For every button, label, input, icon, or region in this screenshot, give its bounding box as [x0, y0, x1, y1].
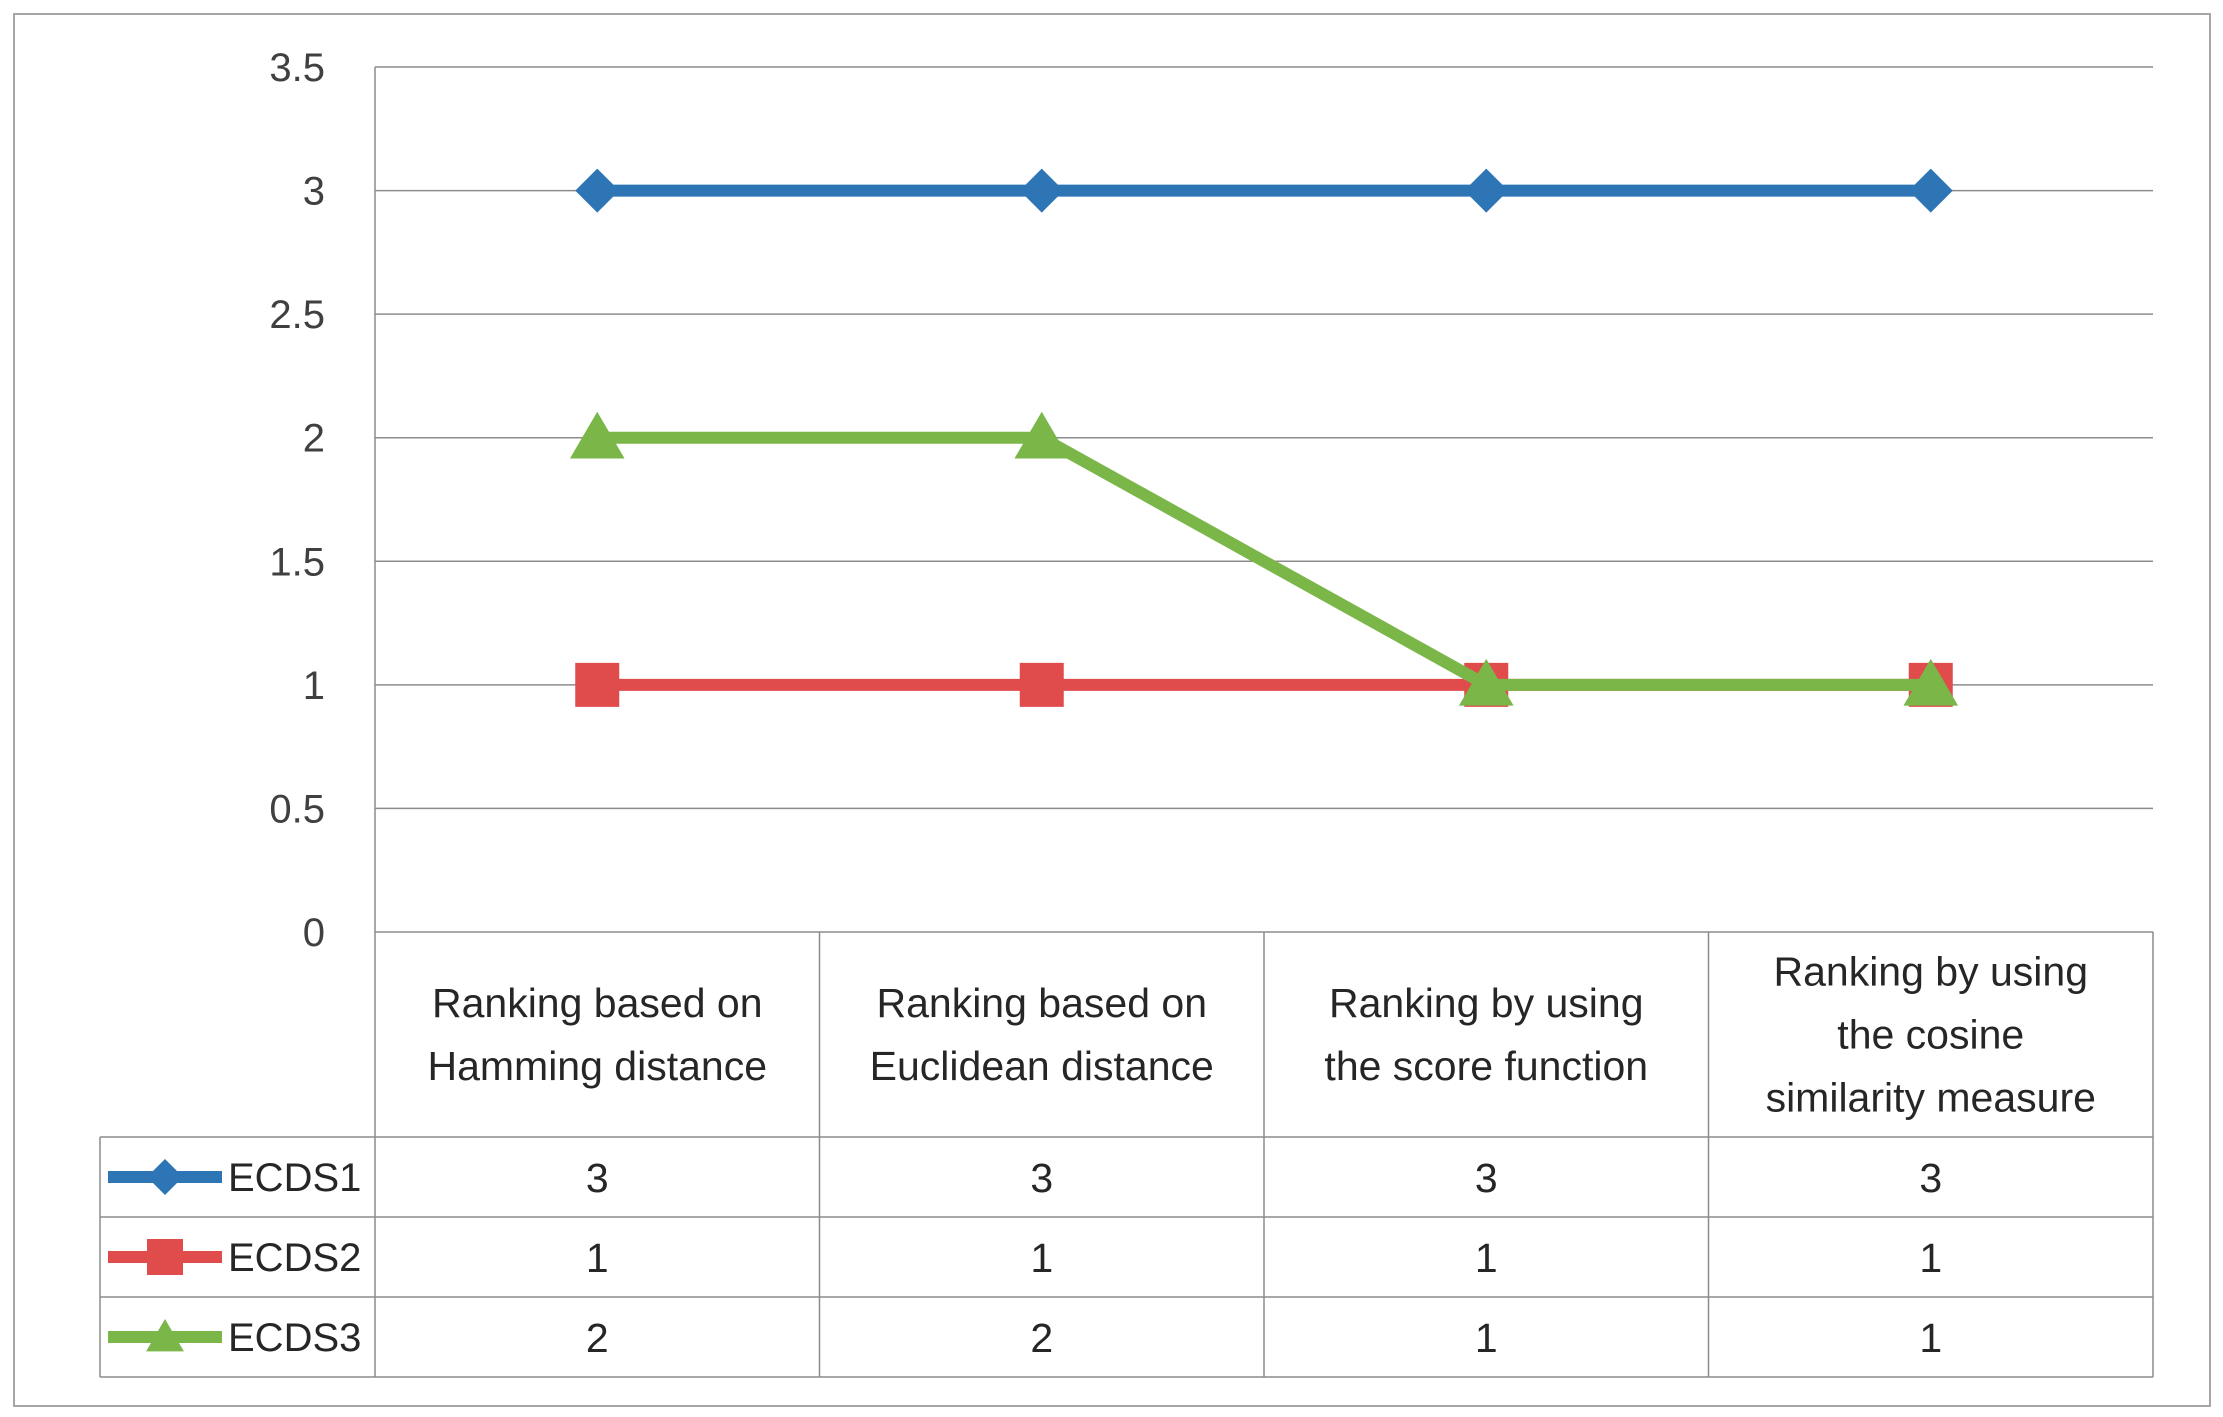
category-label: Ranking by using	[1329, 980, 1644, 1026]
diamond-marker	[147, 1159, 183, 1195]
table-cell-value: 1	[1919, 1235, 1942, 1281]
diamond-marker	[575, 168, 620, 213]
table-cell-value: 2	[1030, 1315, 1053, 1361]
diamond-marker	[1908, 168, 1953, 213]
triangle-marker	[146, 1319, 184, 1352]
diamond-marker	[1464, 168, 1509, 213]
category-label: Hamming distance	[427, 1043, 767, 1089]
y-tick-label: 1.5	[269, 540, 325, 584]
legend-label: ECDS2	[228, 1236, 361, 1280]
table-cell-value: 3	[1030, 1155, 1053, 1201]
table-cell-value: 1	[1919, 1315, 1942, 1361]
table-cell-value: 1	[1475, 1235, 1498, 1281]
category-label: the score function	[1324, 1043, 1648, 1089]
square-marker	[1019, 662, 1064, 707]
y-tick-label: 3.5	[269, 46, 325, 90]
table-cell-value: 3	[1475, 1155, 1498, 1201]
y-tick-label: 0	[303, 911, 325, 955]
category-label: the cosine	[1837, 1012, 2024, 1058]
y-axis: 0 0.5 1 1.5 2 2.5 3 3.5	[269, 46, 376, 955]
triangle-marker	[1458, 658, 1514, 706]
table-cell-value: 3	[586, 1155, 609, 1201]
y-tick-label: 3	[303, 170, 325, 214]
diamond-marker	[1019, 168, 1064, 213]
chart-border	[13, 13, 2211, 1407]
triangle-marker	[1903, 658, 1959, 706]
legend-label: ECDS3	[228, 1316, 361, 1360]
category-label: Ranking by using	[1773, 949, 2088, 995]
table-cell-value: 2	[586, 1315, 609, 1361]
square-marker	[575, 662, 620, 707]
y-tick-label: 1	[303, 664, 325, 708]
table-cell-value: 3	[1919, 1155, 1942, 1201]
table-cell-value: 1	[1475, 1315, 1498, 1361]
category-label: Euclidean distance	[870, 1043, 1214, 1089]
y-tick-label: 0.5	[269, 787, 325, 831]
category-label: Ranking based on	[876, 980, 1207, 1026]
square-marker	[147, 1239, 183, 1275]
category-label: Ranking based on	[432, 980, 763, 1026]
category-label: similarity measure	[1766, 1075, 2096, 1121]
table-cell-value: 1	[586, 1235, 609, 1281]
y-tick-label: 2.5	[269, 293, 325, 337]
triangle-marker	[569, 411, 625, 459]
series-layer	[569, 168, 1959, 707]
y-tick-label: 2	[303, 417, 325, 461]
legend-label: ECDS1	[228, 1156, 361, 1200]
triangle-marker	[1014, 411, 1070, 459]
table-cell-value: 1	[1030, 1235, 1053, 1281]
series-line	[597, 431, 1931, 691]
data-table: Ranking based on Hamming distance Ranking …	[99, 931, 2154, 1378]
